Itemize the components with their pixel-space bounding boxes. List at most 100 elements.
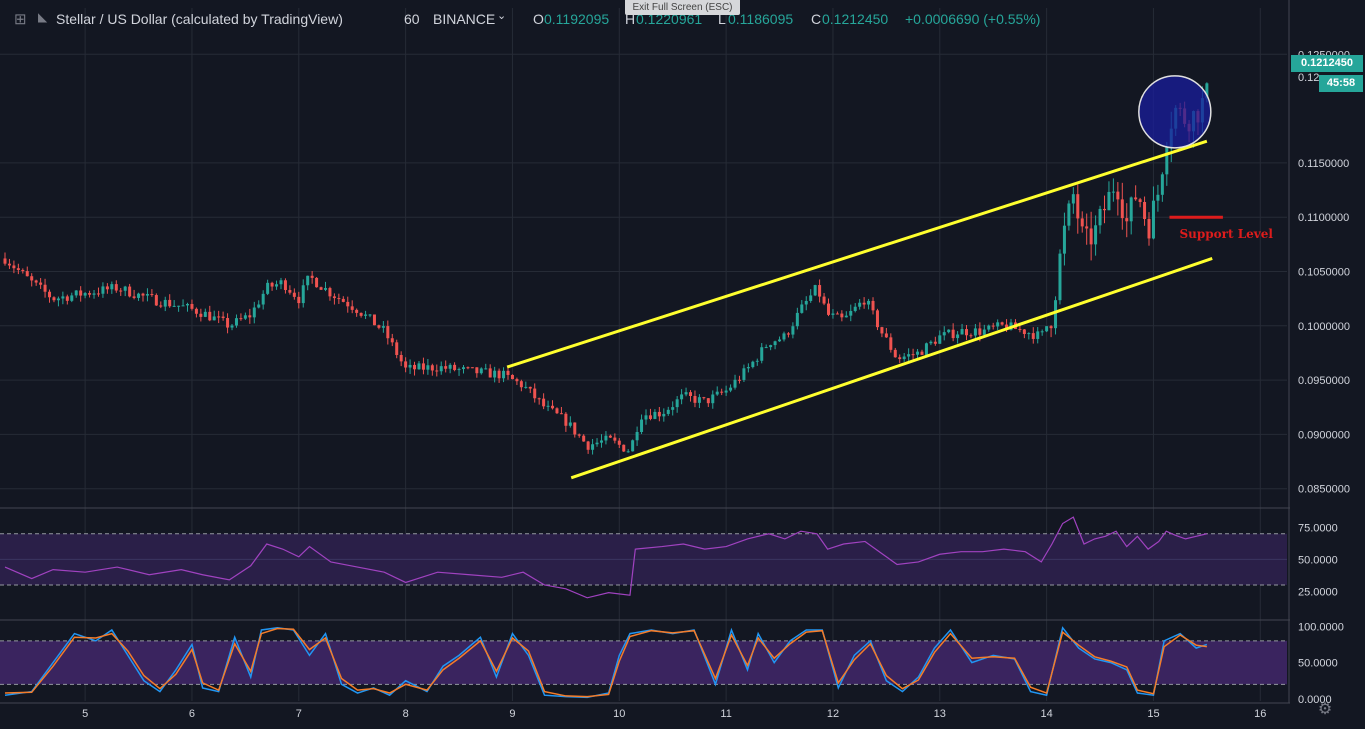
candle-body [697, 397, 701, 403]
expand-icon[interactable]: ⊞ [14, 11, 27, 28]
candle-body [786, 333, 790, 335]
candle-body [1018, 328, 1022, 330]
candle-body [711, 394, 715, 404]
candle-body [297, 296, 301, 304]
candle-body [270, 282, 274, 287]
candle-body [773, 341, 777, 346]
price-tick-label: 0.1100000 [1298, 212, 1349, 224]
price-axis-partial-label: 0.12 [1298, 72, 1320, 84]
candle-body [426, 365, 430, 370]
candle-body [7, 263, 11, 266]
gear-icon[interactable]: ⚙ [1317, 701, 1333, 718]
candle-body [1160, 174, 1164, 195]
time-tick-label: 12 [827, 708, 839, 720]
candle-body [737, 379, 741, 381]
candle-body [96, 293, 100, 295]
candle-body [1165, 146, 1169, 175]
open-value: 0.1192095 [544, 11, 610, 27]
candle-body [746, 367, 750, 369]
candle-body [537, 398, 541, 400]
candle-body [364, 314, 368, 316]
candle-body [568, 422, 572, 426]
candle-body [827, 303, 831, 315]
candle-body [337, 298, 341, 300]
chevron-down-icon[interactable]: ⌄ [497, 10, 507, 22]
low-value: 0.1186095 [728, 11, 794, 27]
candle-body [965, 329, 968, 336]
candle-body [858, 302, 862, 307]
candle-body [680, 394, 684, 400]
candle-body [1129, 197, 1133, 222]
candle-body [359, 312, 363, 316]
collapse-chevron-icon[interactable]: ◣ [38, 10, 48, 24]
candle-body [279, 280, 283, 285]
candle-body [159, 305, 163, 307]
candle-body [190, 303, 194, 309]
candle-body [21, 269, 25, 272]
time-axis: 5 6 7 8 9 10 11 12 13 14 15 16 [82, 708, 1266, 720]
candle-body [742, 368, 746, 380]
stoch-tick-label: 0.0000 [1298, 694, 1332, 706]
legend-header: ⊞ ◣ Stellar / US Dollar (calculated by T… [0, 0, 1290, 38]
candle-body [453, 364, 457, 371]
candle-body [1102, 208, 1106, 211]
candle-body [417, 363, 421, 370]
candle-body [444, 366, 448, 369]
candle-body [194, 308, 198, 314]
candle-body [724, 390, 728, 393]
candle-body [479, 368, 483, 374]
candle-body [461, 367, 465, 370]
interval-label[interactable]: 60 [404, 11, 420, 27]
candle-body [306, 275, 310, 286]
candle-body [341, 298, 345, 302]
candle-body [275, 284, 279, 287]
time-tick-label: 15 [1147, 708, 1159, 720]
exit-fullscreen-tooltip[interactable]: Exit Full Screen (ESC) [625, 0, 740, 15]
candle-body [48, 291, 52, 298]
oscillator-bands [0, 533, 1287, 685]
candle-body [960, 329, 964, 335]
candle-body [666, 409, 670, 414]
candle-body [123, 286, 127, 291]
candle-body [542, 398, 546, 407]
candle-body [1094, 225, 1098, 245]
stoch-k-line [4, 626, 1208, 699]
candle-body [862, 302, 866, 305]
price-tick-label: 0.1000000 [1298, 321, 1350, 333]
candle-body [586, 441, 590, 450]
symbol-title[interactable]: Stellar / US Dollar (calculated by Tradi… [56, 11, 343, 27]
candle-body [16, 268, 20, 270]
candle-body [818, 285, 822, 297]
candle-body [631, 440, 635, 452]
candle-body [1156, 194, 1160, 201]
candle-body [996, 322, 1000, 327]
time-tick-label: 16 [1254, 708, 1266, 720]
rsi-pane [4, 516, 1208, 599]
candle-body [1000, 322, 1004, 325]
candle-body [573, 422, 577, 435]
stoch-tick-label: 50.0000 [1298, 658, 1338, 670]
candle-body [604, 435, 608, 441]
candle-body [849, 310, 853, 316]
candle-body [257, 304, 261, 308]
candle-body [1147, 219, 1151, 239]
candle-body [457, 369, 461, 371]
exchange-label[interactable]: BINANCE [433, 11, 496, 27]
candle-body [310, 275, 314, 278]
stochastic-pane [4, 626, 1208, 699]
candle-body [791, 326, 795, 335]
candle-body [640, 419, 644, 433]
candle-body [1040, 331, 1044, 333]
candle-body [248, 315, 252, 318]
candle-body [760, 347, 764, 361]
candle-body [395, 342, 399, 355]
candle-body [519, 381, 523, 388]
candle-body [1111, 191, 1115, 193]
open-label: O [533, 11, 544, 27]
candle-body [1125, 218, 1129, 222]
candle-body [221, 316, 225, 319]
candle-body [1138, 199, 1142, 202]
candle-body [635, 432, 639, 441]
candle-body [283, 280, 287, 291]
